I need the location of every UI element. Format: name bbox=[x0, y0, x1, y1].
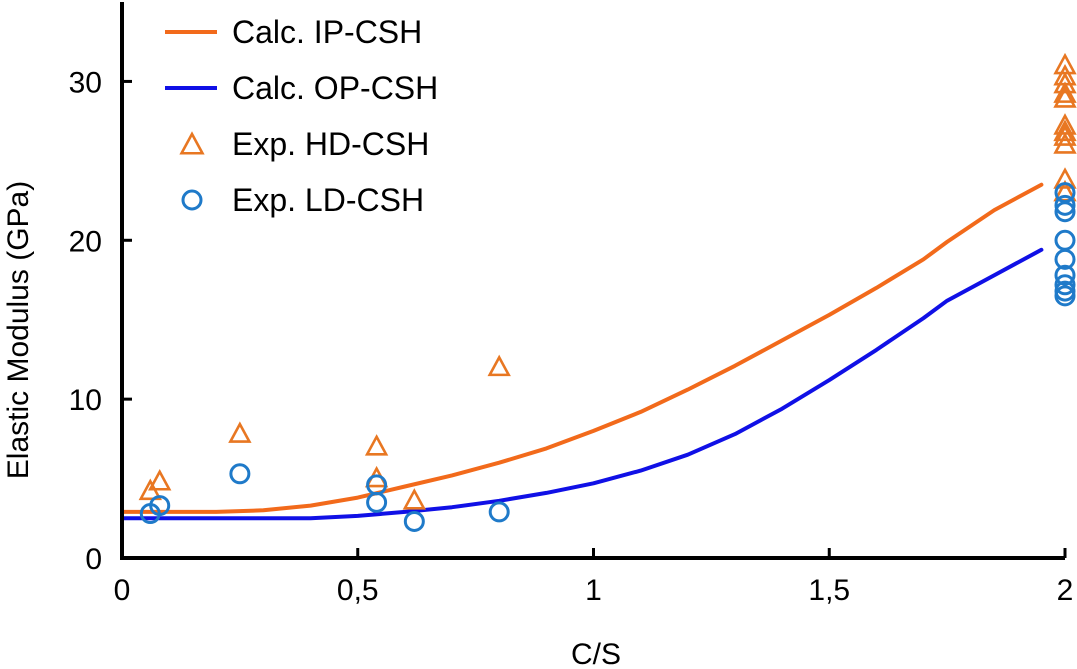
point-exp-ld-csh bbox=[1054, 285, 1076, 307]
y-tick-label: 10 bbox=[69, 384, 102, 417]
point-exp-hd-csh bbox=[148, 469, 172, 491]
point-exp-ld-csh bbox=[229, 463, 251, 485]
legend: Calc. IP-CSH Calc. OP-CSH Exp. HD-CSH Exp. … bbox=[165, 14, 438, 218]
point-exp-hd-csh bbox=[1053, 167, 1077, 189]
point-exp-hd-csh bbox=[228, 421, 252, 443]
x-axis-title: C/S bbox=[571, 638, 621, 669]
legend-label-calc-ip-csh: Calc. IP-CSH bbox=[232, 14, 422, 50]
line-calc-op-csh bbox=[120, 247, 1044, 521]
point-exp-hd-csh bbox=[1053, 119, 1077, 142]
y-axis-title: Elastic Modulus (GPa) bbox=[2, 181, 35, 479]
legend-label-exp-ld-csh: Exp. LD-CSH bbox=[232, 182, 424, 218]
x-tick-label: 0 bbox=[114, 574, 131, 607]
y-tick-label: 20 bbox=[69, 225, 102, 258]
line-calc-ip-csh bbox=[120, 182, 1044, 514]
y-tick-label: 30 bbox=[69, 66, 102, 99]
x-tick-label: 1,5 bbox=[808, 574, 850, 607]
point-exp-ld-csh bbox=[488, 501, 510, 523]
point-exp-hd-csh bbox=[364, 434, 389, 456]
point-exp-ld-csh bbox=[1054, 182, 1076, 204]
point-exp-hd-csh bbox=[1053, 124, 1077, 146]
plot-area bbox=[120, 52, 1077, 532]
point-exp-hd-csh bbox=[487, 354, 511, 377]
point-exp-hd-csh bbox=[1053, 71, 1077, 94]
point-exp-hd-csh bbox=[402, 488, 427, 510]
legend-label-calc-op-csh: Calc. OP-CSH bbox=[232, 70, 438, 106]
x-tick-label: 1 bbox=[585, 574, 602, 607]
point-exp-ld-csh bbox=[1054, 264, 1076, 286]
point-exp-ld-csh bbox=[149, 495, 171, 517]
point-exp-hd-csh bbox=[1053, 132, 1077, 154]
x-tick-label: 0,5 bbox=[337, 574, 379, 607]
point-exp-ld-csh bbox=[1054, 274, 1076, 296]
legend-swatch-exp-ld-csh bbox=[181, 189, 203, 211]
legend-label-exp-hd-csh: Exp. HD-CSH bbox=[232, 126, 429, 162]
point-exp-ld-csh bbox=[366, 491, 388, 513]
legend-swatch-exp-hd-csh bbox=[179, 131, 205, 155]
y-tick-label: 0 bbox=[85, 543, 102, 576]
point-exp-ld-csh bbox=[403, 510, 425, 532]
point-exp-ld-csh bbox=[1054, 194, 1076, 216]
point-exp-ld-csh bbox=[1054, 248, 1076, 270]
point-exp-hd-csh bbox=[1053, 81, 1077, 103]
x-tick-label: 2 bbox=[1057, 574, 1074, 607]
point-exp-ld-csh bbox=[1054, 229, 1076, 251]
point-exp-hd-csh bbox=[1053, 86, 1077, 108]
